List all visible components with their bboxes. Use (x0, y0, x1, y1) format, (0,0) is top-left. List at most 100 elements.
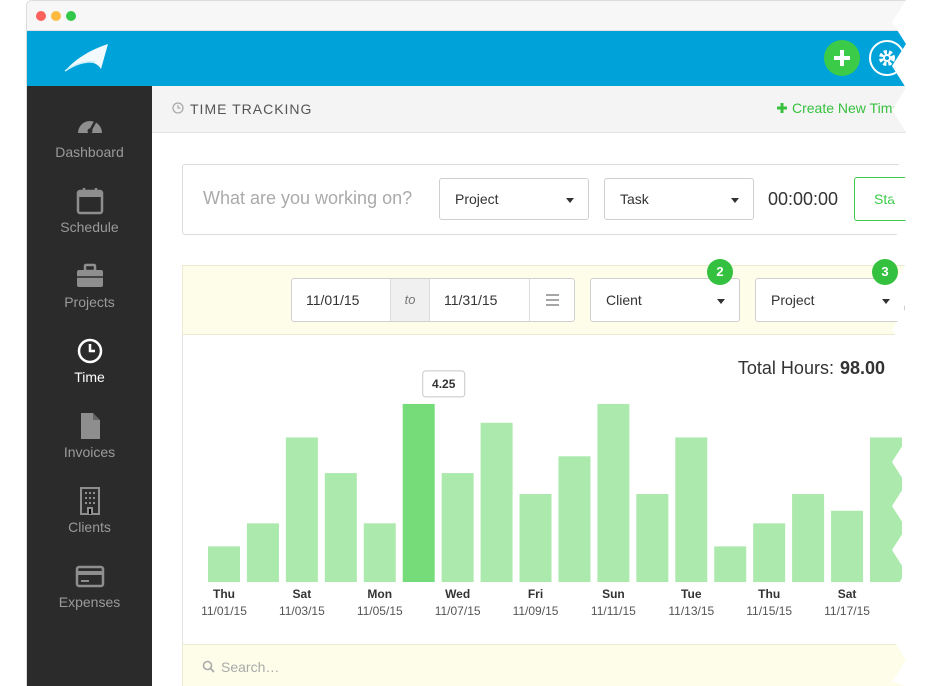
nav-icon (75, 565, 104, 588)
create-time-entry[interactable]: Create New Time (776, 100, 900, 116)
content-header: TIME TRACKING Create New Time (152, 86, 906, 133)
x-day-label: Thu (213, 587, 235, 601)
title-bar (27, 1, 906, 31)
total-hours: Total Hours: 98.00 (738, 358, 885, 378)
start-button[interactable]: Start (854, 177, 906, 221)
search-bar: Search… (182, 644, 906, 686)
task-input[interactable]: What are you working on? (203, 188, 413, 208)
x-day-label: Wed (445, 587, 470, 601)
filter-panel: 11/01/15 to 11/31/15 Client 2 Project 3 (182, 259, 906, 335)
x-date-label: 11/01/15 (201, 604, 247, 618)
nav-icon (76, 188, 103, 215)
settings-button[interactable] (869, 40, 905, 76)
task-select-label: Task (620, 191, 649, 207)
nav-label: Projects (64, 294, 115, 310)
x-day-label: Thu (758, 587, 780, 601)
nav-item[interactable]: Clients (27, 486, 152, 542)
bar[interactable] (285, 437, 318, 582)
nav-item[interactable]: Projects (27, 261, 152, 317)
task-select[interactable]: Task (604, 178, 754, 220)
bar[interactable] (441, 473, 474, 582)
bar[interactable] (831, 510, 864, 582)
bar[interactable] (246, 523, 279, 582)
add-button[interactable] (824, 40, 860, 76)
nav-label: Clients (68, 519, 111, 535)
bar[interactable] (363, 523, 396, 582)
x-day-label: Sat (838, 587, 857, 601)
timer-bar: What are you working on? Project Task 00… (182, 164, 906, 235)
x-day-label: Mon (367, 587, 392, 601)
nav-icon (76, 263, 103, 287)
x-date-label: 11/05/15 (357, 604, 403, 618)
create-label: Create New Time (792, 100, 901, 116)
bar[interactable] (753, 523, 786, 582)
nav-label: Invoices (63, 444, 116, 460)
browser-window: Dashboard Schedule Projects Time Invoices Cli… (26, 0, 906, 686)
bar[interactable] (869, 437, 902, 582)
nav-item[interactable]: Expenses (27, 561, 152, 617)
nav-icon (80, 413, 100, 439)
bar[interactable] (714, 546, 747, 582)
app-bar (27, 31, 906, 86)
date-to[interactable]: 11/31/15 (444, 292, 498, 308)
client-select[interactable]: Client (590, 278, 740, 322)
nav-item[interactable]: Invoices (27, 411, 152, 467)
date-from[interactable]: 11/01/15 (306, 292, 360, 308)
nav-item[interactable]: Schedule (27, 186, 152, 242)
total-value: 98.00 (840, 358, 885, 378)
search-input[interactable]: Search… (221, 659, 280, 675)
tooltip-box (422, 370, 466, 398)
bar[interactable] (519, 494, 552, 582)
timer-display: 00:00:00 (768, 189, 839, 209)
x-day-label: Sun (602, 587, 625, 601)
close-button[interactable] (36, 11, 46, 21)
minimize-button[interactable] (51, 11, 61, 21)
zoom-button[interactable] (66, 11, 76, 21)
x-date-label: 11/07/15 (435, 604, 481, 618)
bar[interactable] (558, 456, 591, 582)
hours-chart: Total Hours: 98.00 Thu 11/01/15 Sat 11/03/15… (182, 335, 902, 644)
date-menu[interactable] (529, 279, 575, 321)
x-date-label: 11/09/15 (513, 604, 559, 618)
bar[interactable] (208, 546, 240, 582)
sidebar: Dashboard Schedule Projects Time Invoices Cli… (27, 86, 152, 686)
bar[interactable] (480, 422, 513, 582)
date-separator: to (390, 279, 430, 321)
client-select-label: Client (606, 292, 642, 308)
page-title: TIME TRACKING (190, 101, 313, 117)
project-badge: 3 (872, 259, 898, 285)
bar[interactable] (636, 494, 669, 582)
nav-icon (77, 121, 102, 134)
tooltip: 4.25 (422, 370, 466, 398)
clock-icon (172, 102, 184, 114)
x-date-label: 11/03/15 (279, 604, 325, 618)
nav-item[interactable]: Time (27, 336, 152, 392)
nav-label: Time (74, 369, 105, 385)
project-select[interactable]: Project (439, 178, 589, 220)
x-date-label: 11/11/15 (591, 604, 636, 618)
nav-icon (77, 338, 102, 364)
search-icon (202, 660, 215, 673)
logo[interactable] (63, 43, 109, 73)
x-date-label: 11/13/15 (668, 604, 714, 618)
filter-project-label: Project (771, 292, 815, 308)
bar[interactable] (675, 437, 708, 582)
nav-icon (79, 487, 100, 515)
bar[interactable] (792, 494, 825, 582)
project-select-label: Project (455, 191, 499, 207)
total-label: Total Hours: (738, 358, 834, 378)
x-day-label: Tue (681, 587, 702, 601)
tooltip-value: 4.25 (432, 377, 456, 391)
bar[interactable] (324, 473, 357, 582)
x-date-label: 11/17/15 (824, 604, 870, 618)
nav-label: Expenses (58, 594, 121, 610)
nav-item[interactable]: Dashboard (27, 111, 152, 167)
x-day-label: Sat (293, 587, 312, 601)
bar[interactable] (597, 403, 630, 582)
client-badge: 2 (707, 259, 733, 285)
bar[interactable] (402, 403, 435, 582)
x-day-label: Fri (528, 587, 543, 601)
x-date-label: 11/15/15 (746, 604, 792, 618)
date-range: 11/01/15 to 11/31/15 (291, 278, 575, 322)
